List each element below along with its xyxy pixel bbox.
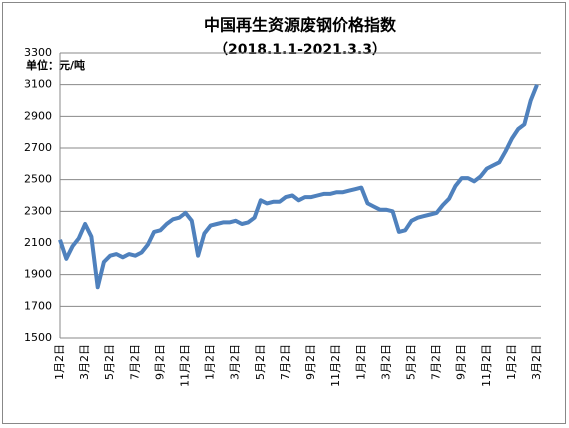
y-tick-label: 2500: [24, 173, 52, 186]
x-tick-label: 5月2日: [254, 344, 267, 380]
x-tick-label: 7月2日: [430, 344, 443, 380]
x-tick-label: 11月2日: [179, 344, 192, 387]
y-tick-label: 1900: [24, 268, 52, 281]
y-tick-label: 3300: [24, 46, 52, 59]
x-tick-label: 3月2日: [379, 344, 392, 380]
x-tick-label: 3月2日: [229, 344, 242, 380]
x-tick-label: 5月2日: [404, 344, 417, 380]
x-tick-label: 3月2日: [530, 344, 543, 380]
chart-subtitle: （2018.1.1-2021.3.3）: [214, 42, 386, 58]
chart-title: 中国再生资源废钢价格指数: [204, 16, 397, 35]
y-tick-label: 2700: [24, 141, 52, 154]
y-axis-label: 单位：元/吨: [26, 58, 85, 72]
x-tick-label: 7月2日: [128, 344, 141, 380]
x-tick-label: 1月2日: [354, 344, 367, 380]
x-tick-label: 11月2日: [329, 344, 342, 387]
y-tick-label: 2300: [24, 204, 52, 217]
x-tick-label: 11月2日: [480, 344, 493, 387]
y-tick-label: 2900: [24, 109, 52, 122]
y-tick-label: 2100: [24, 236, 52, 249]
y-tick-label: 1700: [24, 299, 52, 312]
x-tick-label: 1月2日: [53, 344, 66, 380]
x-tick-label: 5月2日: [103, 344, 116, 380]
line-series: [58, 83, 539, 290]
x-tick-label: 7月2日: [279, 344, 292, 380]
chart-border: [2, 2, 566, 424]
x-tick-label: 3月2日: [78, 344, 91, 380]
y-tick-label: 3100: [24, 78, 52, 91]
x-tick-label: 1月2日: [505, 344, 518, 380]
x-tick-label: 9月2日: [455, 344, 468, 380]
x-tick-label: 9月2日: [153, 344, 166, 380]
x-tick-label: 9月2日: [304, 344, 317, 380]
y-tick-label: 1500: [24, 331, 52, 344]
x-tick-label: 1月2日: [204, 344, 217, 380]
